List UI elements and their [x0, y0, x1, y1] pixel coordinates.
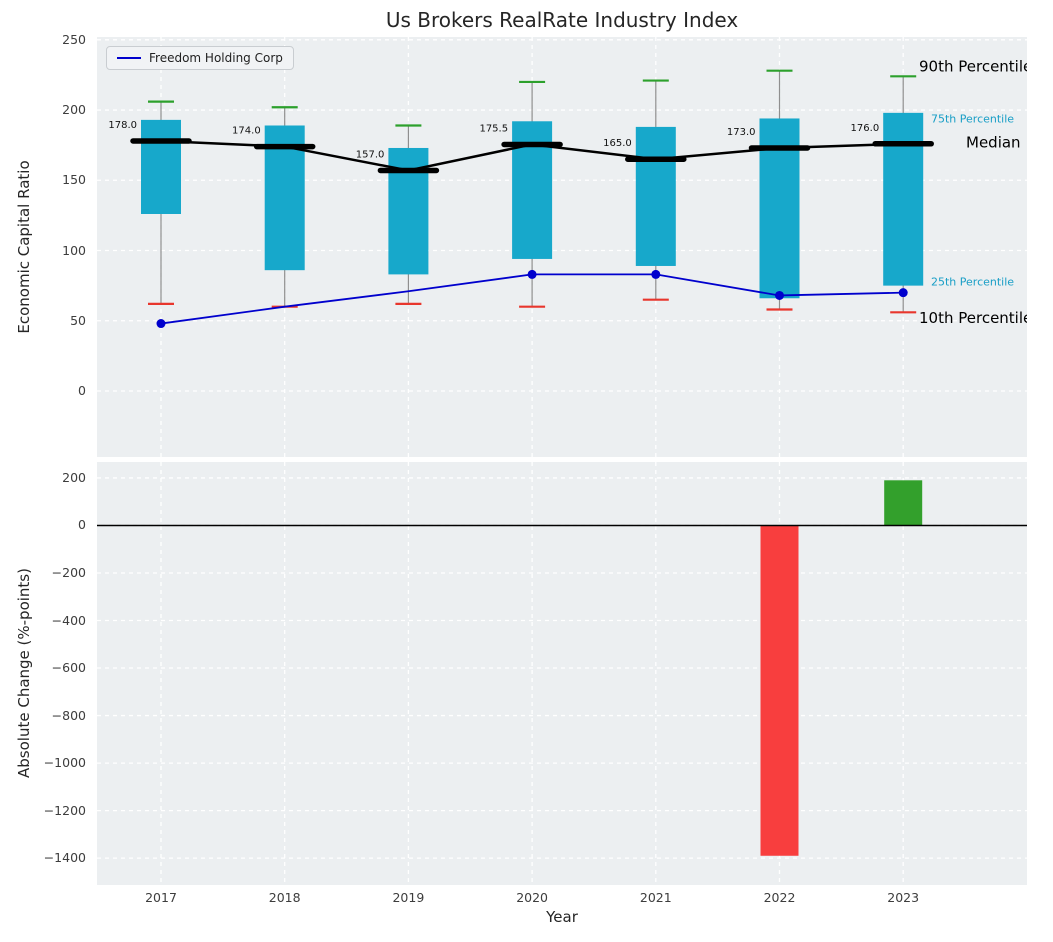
- annotation-25th-percentile: 25th Percentile: [931, 275, 1014, 288]
- xtick-label-2017: 2017: [145, 890, 177, 905]
- ytick-label: −400: [51, 612, 86, 628]
- median-label-2022: 173.0: [727, 127, 756, 138]
- top-axes: 178.0 174.0 157.0 175.5 165.0 173.0 176.0 90th …: [97, 37, 1032, 457]
- bottom-plot-svg: [97, 462, 1027, 885]
- company-marker-2017: [156, 319, 166, 329]
- iqr-box-2017: [141, 119, 181, 214]
- xtick-label-2020: 2020: [516, 890, 548, 905]
- ytick-label: −1200: [43, 802, 86, 818]
- legend-line-sample: [117, 57, 141, 59]
- xtick-label-2022: 2022: [763, 890, 796, 905]
- median-label-2020: 175.5: [479, 123, 508, 134]
- ytick-label: −200: [51, 564, 86, 580]
- ytick-label: 100: [62, 242, 86, 258]
- company-marker-2022: [775, 290, 784, 300]
- ytick-label: −1000: [43, 755, 86, 771]
- change-bar-2022: [760, 525, 799, 856]
- xtick-label-2018: 2018: [268, 890, 301, 905]
- ytick-label: 0: [78, 382, 86, 398]
- ytick-label: 200: [62, 469, 86, 485]
- median-label-2017: 178.0: [108, 120, 137, 131]
- ytick-label: 50: [70, 312, 86, 328]
- ytick-label: −600: [51, 660, 86, 676]
- change-bar-2023: [884, 480, 923, 526]
- legend-label: Freedom Holding Corp: [149, 51, 283, 65]
- median-label-2018: 174.0: [232, 126, 261, 137]
- annotation-90th-percentile: 90th Percentile: [919, 58, 1027, 76]
- xtick-label-2019: 2019: [392, 890, 425, 905]
- legend: Freedom Holding Corp: [106, 46, 294, 70]
- ytick-label: −800: [51, 707, 86, 723]
- iqr-box-2023: [883, 112, 924, 286]
- plot-background: [97, 37, 1027, 457]
- ytick-label: 150: [62, 172, 86, 188]
- top-plot-svg: 178.0 174.0 157.0 175.5 165.0 173.0 176.0 90th …: [97, 37, 1032, 457]
- company-marker-2023: [898, 288, 908, 298]
- annotation-median: Median: [966, 134, 1021, 152]
- xtick-label-2023: 2023: [887, 890, 920, 905]
- ytick-label: 200: [62, 102, 86, 118]
- annotation-10th-percentile: 10th Percentile: [919, 309, 1027, 327]
- ytick-label: 0: [78, 517, 86, 533]
- xtick-label-2021: 2021: [639, 890, 672, 905]
- ytick-label: −1400: [43, 850, 86, 866]
- company-marker-2021: [651, 269, 661, 279]
- median-label-2021: 165.0: [603, 138, 632, 149]
- plot-background: [97, 462, 1027, 885]
- chart-title: Us Brokers RealRate Industry Index: [385, 8, 739, 32]
- median-label-2019: 157.0: [356, 149, 385, 160]
- bottom-axes: [97, 462, 1027, 885]
- iqr-box-2021: [635, 126, 676, 266]
- annotation-75th-percentile: 75th Percentile: [931, 112, 1014, 125]
- ytick-label: 250: [62, 31, 86, 47]
- median-label-2023: 176.0: [851, 123, 880, 134]
- company-marker-2020: [527, 269, 537, 279]
- x-axis-label: Year: [546, 908, 578, 926]
